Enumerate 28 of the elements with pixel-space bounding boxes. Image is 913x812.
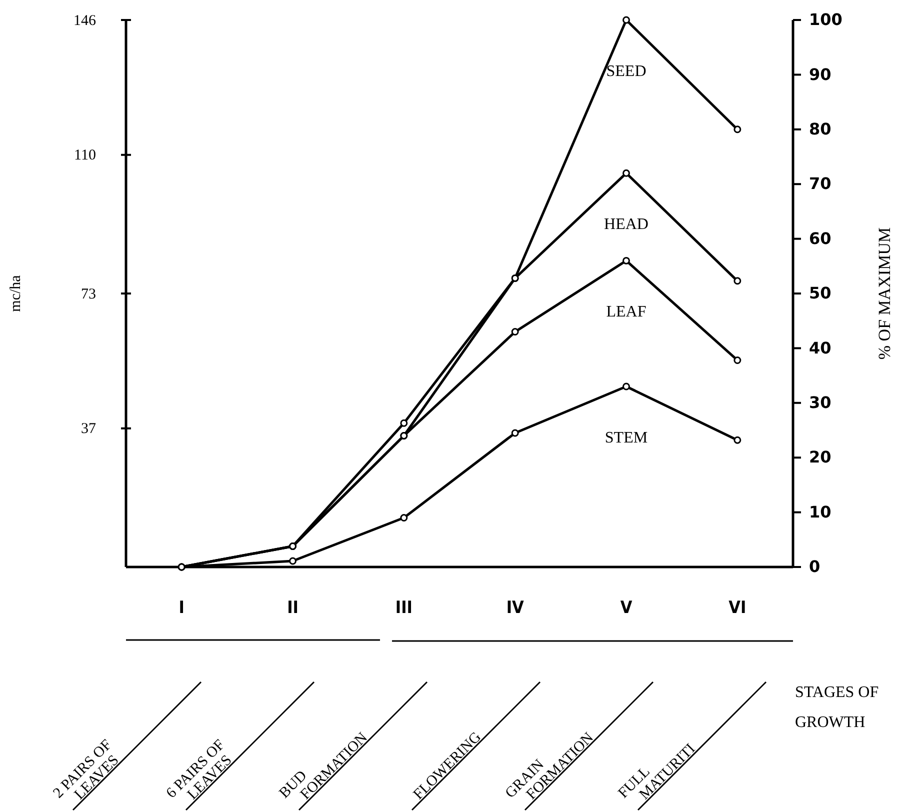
series-label: HEAD xyxy=(604,216,648,234)
series-label: LEAF xyxy=(606,304,646,321)
y2-tick-label: 100 xyxy=(809,10,842,30)
y2-tick-label: 80 xyxy=(809,120,832,139)
x-axis-title: STAGES OF GROWTH xyxy=(795,684,879,731)
x-tick-label: VI xyxy=(728,598,746,618)
x-tick-label: III xyxy=(395,598,412,618)
y2-tick-label: 20 xyxy=(809,448,832,467)
y-tick-label: 73 xyxy=(81,286,96,302)
x-tick-label: I xyxy=(178,598,184,618)
series-label: SEED xyxy=(606,63,646,80)
y2-tick-label: 40 xyxy=(809,338,832,358)
y2-tick-label: 50 xyxy=(809,284,832,303)
y2-axis-title: % OF MAXIMUM xyxy=(875,227,894,360)
y-axis-title: mc/ha xyxy=(8,274,24,312)
x-tick-label: II xyxy=(287,598,298,618)
y2-tick-label: 90 xyxy=(809,64,832,84)
y2-tick-label: 0 xyxy=(809,557,820,576)
y-tick-label: 37 xyxy=(81,421,96,438)
y2-tick-label: 60 xyxy=(809,228,832,248)
x-tick-label: IV xyxy=(506,598,524,618)
y2-tick-label: 70 xyxy=(809,174,832,194)
series-label: STEM xyxy=(604,429,648,446)
x-tick-label: V xyxy=(620,598,632,618)
y-tick-label: 146 xyxy=(74,12,96,29)
y2-tick-label: 30 xyxy=(809,393,832,412)
y-tick-label: 110 xyxy=(74,148,96,164)
y2-tick-label: 10 xyxy=(809,502,832,522)
